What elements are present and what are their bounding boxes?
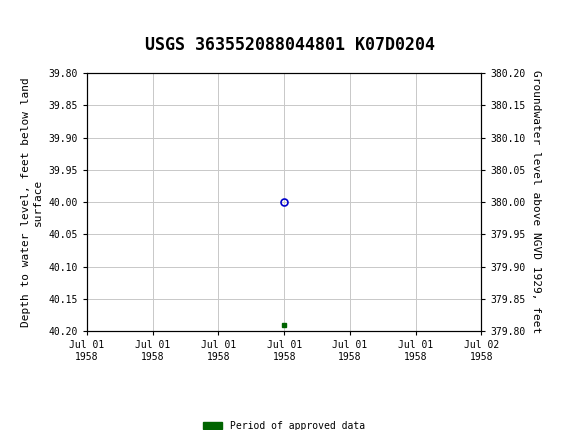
Y-axis label: Depth to water level, feet below land
surface: Depth to water level, feet below land su… (21, 77, 43, 327)
FancyBboxPatch shape (3, 3, 35, 28)
Legend: Period of approved data: Period of approved data (199, 417, 369, 430)
Text: ▒: ▒ (3, 6, 17, 24)
Y-axis label: Groundwater level above NGVD 1929, feet: Groundwater level above NGVD 1929, feet (531, 71, 541, 334)
Text: USGS 363552088044801 K07D0204: USGS 363552088044801 K07D0204 (145, 36, 435, 54)
Text: USGS: USGS (24, 7, 61, 22)
